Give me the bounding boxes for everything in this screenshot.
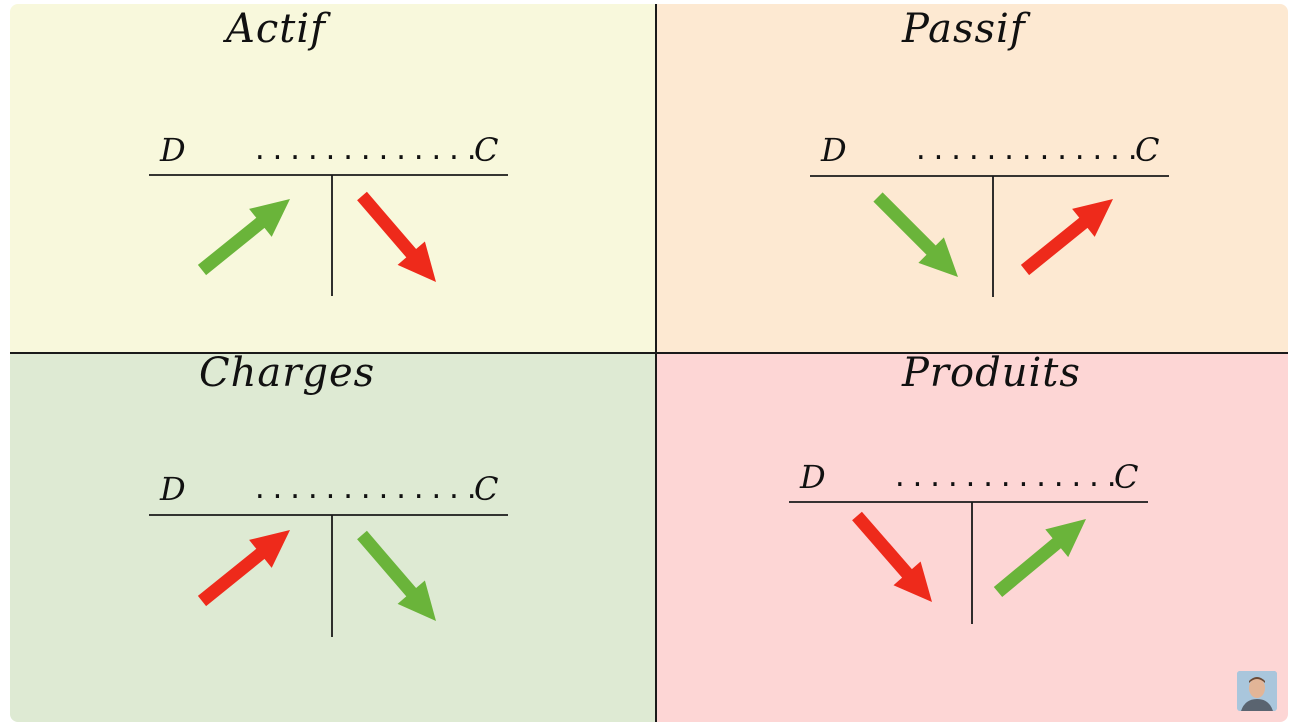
horizontal-divider xyxy=(10,352,1288,354)
charges-account-name: ............. xyxy=(252,475,482,505)
quadrant-passif xyxy=(655,4,1288,352)
produits-decrease-arrow xyxy=(852,511,932,602)
produits-increase-arrow xyxy=(993,519,1086,597)
accounting-board xyxy=(10,4,1288,722)
presenter-avatar-icon xyxy=(1237,671,1277,711)
charges-credit-label: C xyxy=(474,470,499,508)
title-actif: Actif xyxy=(226,6,326,52)
charges-debit-label: D xyxy=(160,470,186,508)
actif-account-name: ............. xyxy=(252,136,482,166)
passif-increase-arrow xyxy=(1020,199,1113,276)
passif-t-account xyxy=(810,175,1169,297)
passif-debit-label: D xyxy=(821,131,847,169)
produits-debit-label: D xyxy=(800,458,826,496)
produits-account-name: ............. xyxy=(892,463,1122,493)
passif-account-name: ............. xyxy=(913,136,1143,166)
actif-t-account xyxy=(149,174,508,296)
vertical-divider xyxy=(655,4,657,722)
title-produits: Produits xyxy=(902,350,1081,396)
actif-credit-label: C xyxy=(474,131,499,169)
actif-increase-arrow xyxy=(197,199,290,276)
title-passif: Passif xyxy=(902,6,1026,52)
charges-t-account xyxy=(149,514,508,637)
charges-decrease-arrow xyxy=(357,530,436,621)
passif-credit-label: C xyxy=(1135,131,1160,169)
actif-debit-label: D xyxy=(160,131,186,169)
produits-credit-label: C xyxy=(1114,458,1139,496)
actif-decrease-arrow xyxy=(357,191,436,282)
charges-increase-arrow xyxy=(197,530,290,607)
produits-t-account xyxy=(789,501,1148,624)
title-charges: Charges xyxy=(199,350,376,396)
passif-decrease-arrow xyxy=(873,192,958,277)
